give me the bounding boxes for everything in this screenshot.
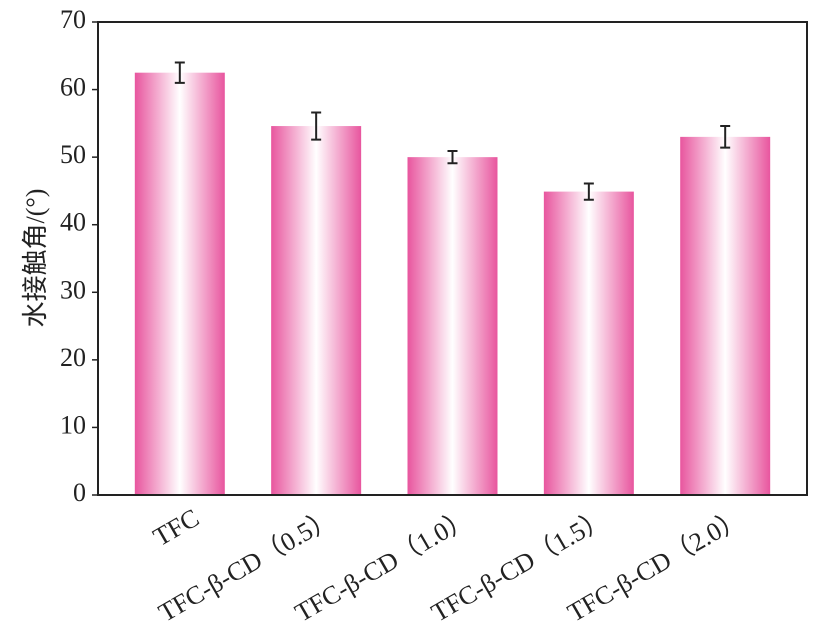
bar xyxy=(134,72,225,495)
error-bar xyxy=(447,150,458,165)
bar xyxy=(680,136,771,495)
y-tick-label: 60 xyxy=(60,73,86,102)
y-tick-label: 40 xyxy=(60,208,86,237)
plot-frame xyxy=(97,21,808,496)
error-bar xyxy=(311,111,322,141)
error-bar xyxy=(174,61,185,84)
y-axis-label: 水接触角/(°) xyxy=(21,189,50,328)
x-tick-label: TFC xyxy=(148,503,204,552)
error-bar xyxy=(583,182,594,201)
y-tick-label: 30 xyxy=(60,275,86,304)
bar xyxy=(543,191,634,495)
bar xyxy=(271,126,362,495)
y-tick-label: 0 xyxy=(73,478,86,507)
error-bar xyxy=(720,125,731,149)
y-tick-label: 10 xyxy=(60,410,86,439)
y-tick-label: 20 xyxy=(60,343,86,372)
y-tick-label: 50 xyxy=(60,140,86,169)
y-tick-label: 70 xyxy=(60,5,86,34)
bar xyxy=(407,157,498,495)
